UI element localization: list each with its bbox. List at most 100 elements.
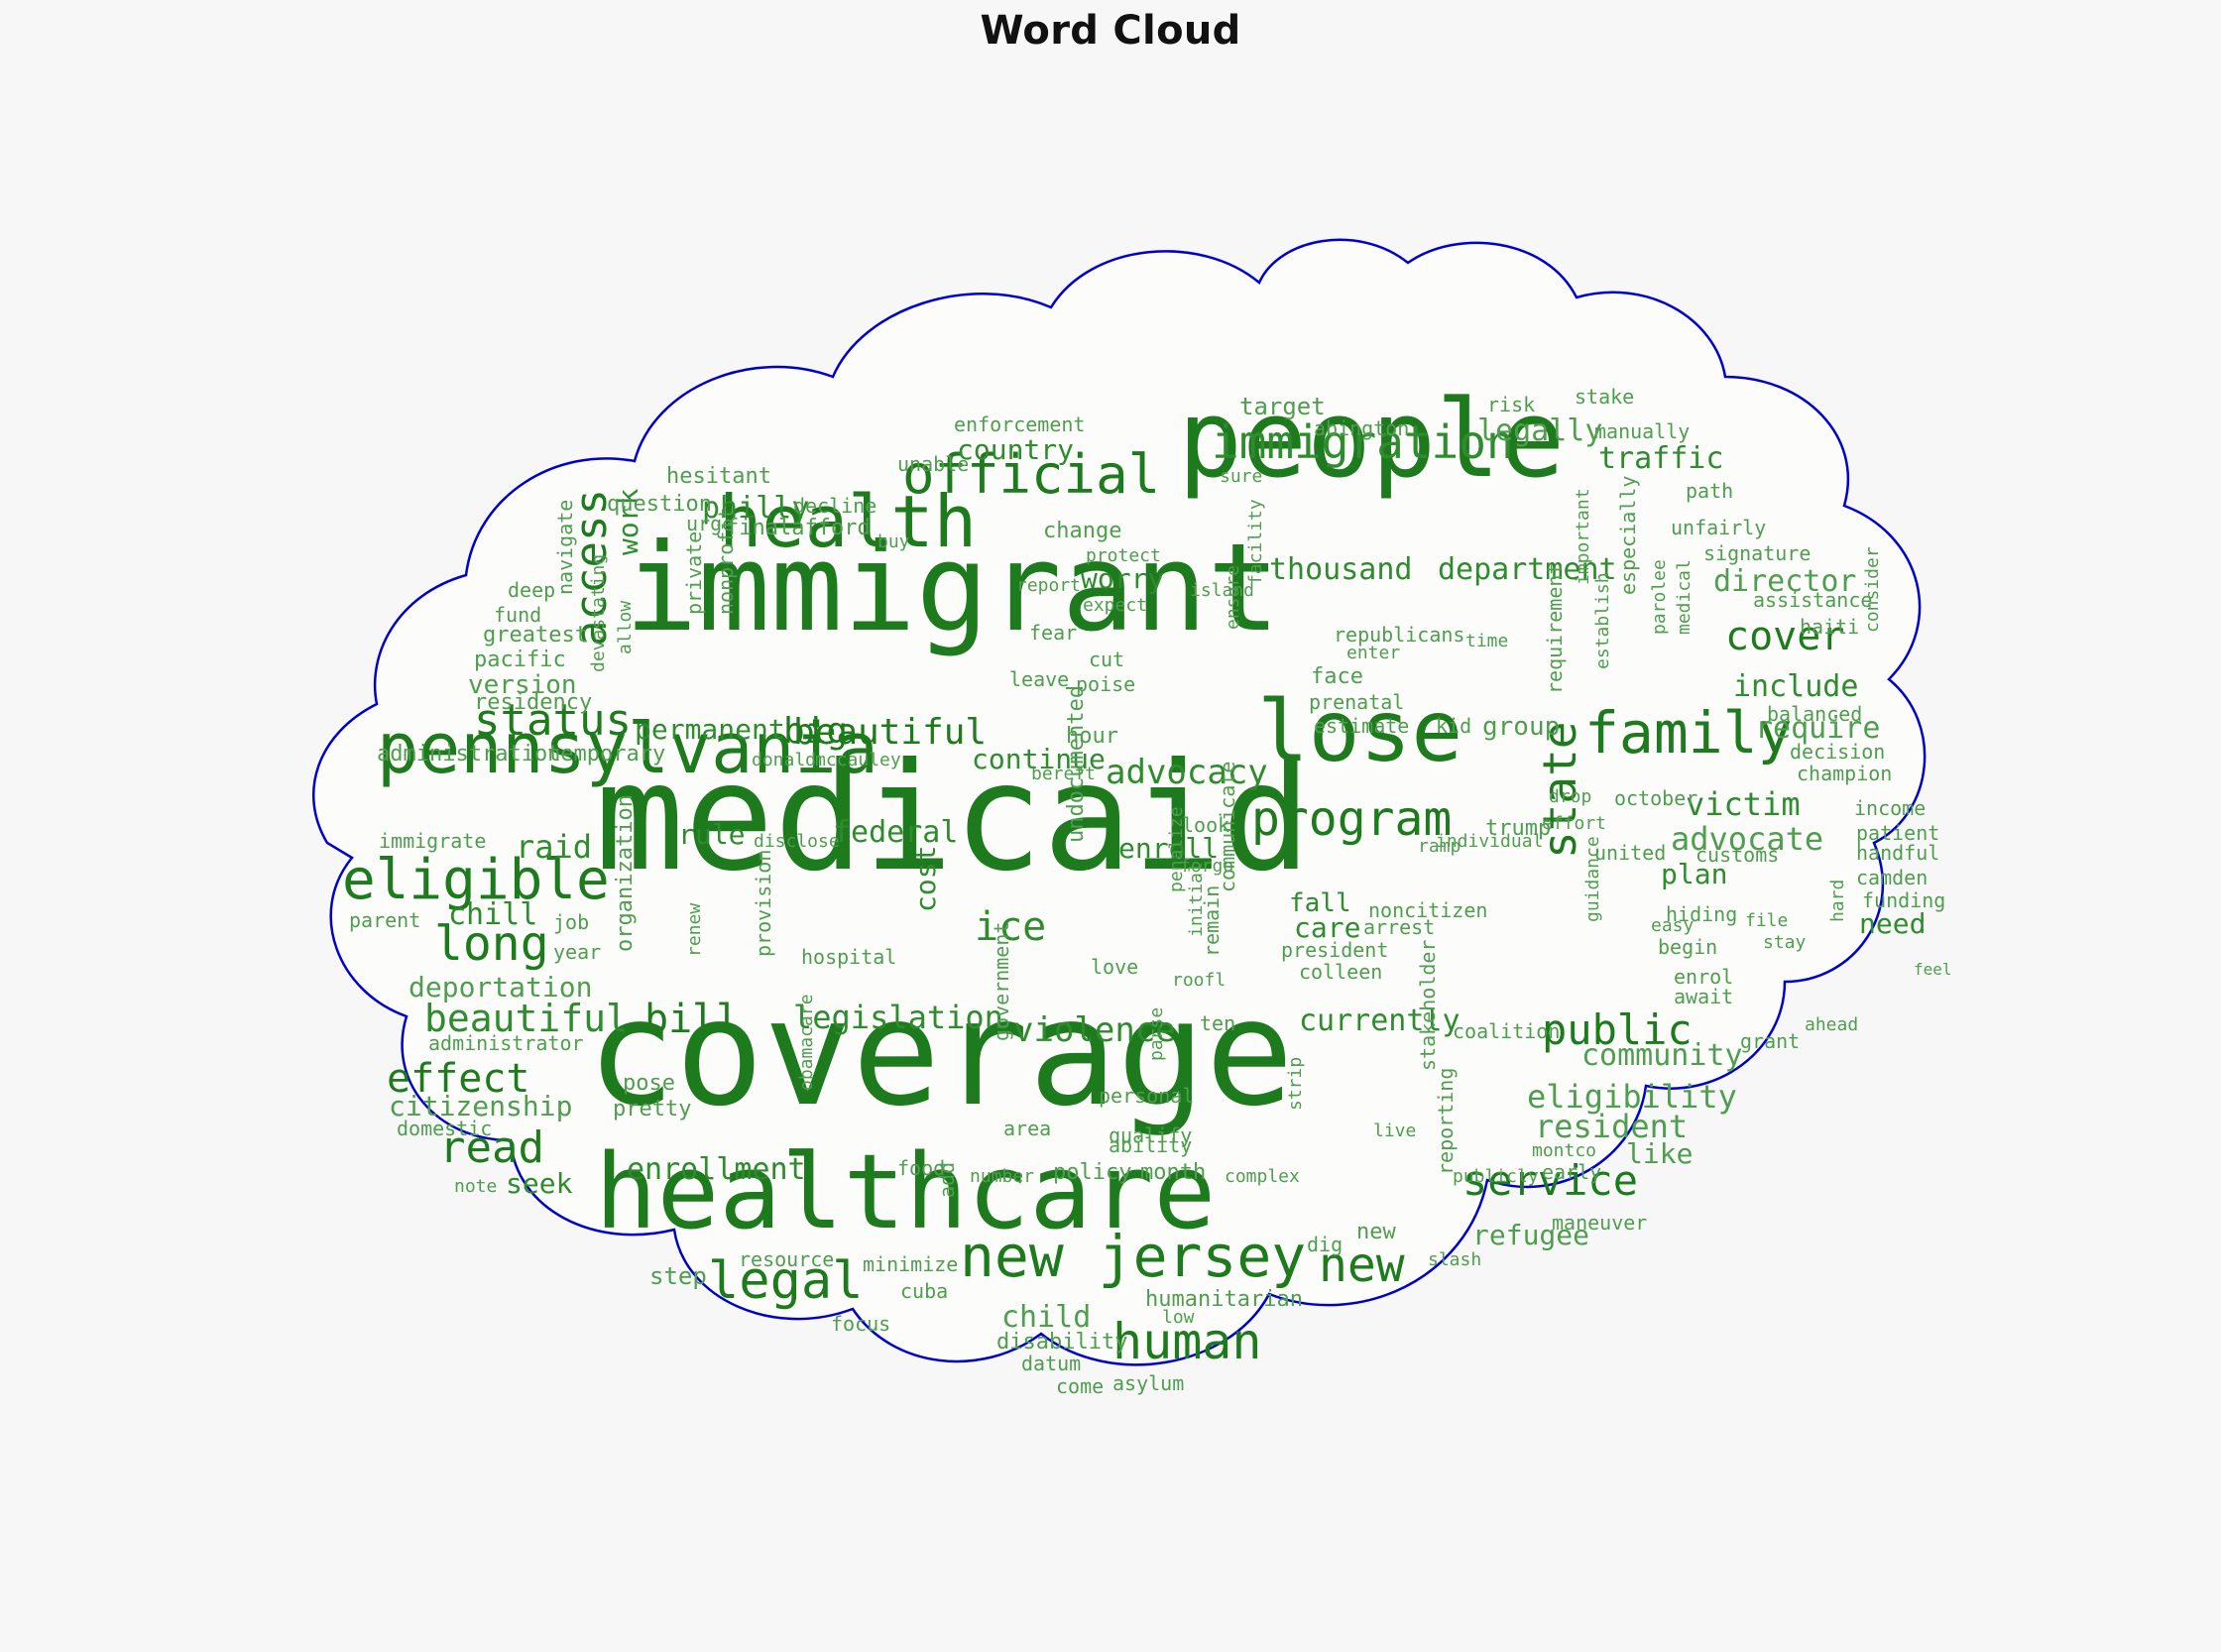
cloud-word: unable [897,452,970,476]
cloud-word: stake [1575,385,1635,409]
cloud-word: effect [387,1056,530,1102]
cloud-word: disclose [754,831,840,852]
cloud-word: human [1112,1313,1262,1370]
cloud-word: chill [448,897,538,932]
cloud-word: president [1281,938,1389,962]
cloud-word: facility [1245,499,1266,585]
cloud-word: effort [1542,813,1607,834]
cloud-word: fear [1029,621,1078,645]
cloud-word: low [1162,1307,1195,1328]
cloud-word: face [1311,664,1363,689]
cloud-word: status [474,695,632,746]
cloud-word: eligible [342,848,610,912]
cloud-word: private [682,531,706,615]
cloud-word: individual [1436,831,1544,852]
cloud-word: official [902,443,1161,506]
cloud-word: advocate [1671,820,1824,858]
cloud-word: enrollment [627,1152,806,1187]
cloud-word: stay [1763,932,1807,953]
cloud-word: greatest [483,623,588,648]
cloud-word: new [1319,1238,1405,1293]
cloud-word: noncitizen [1368,898,1488,922]
cloud-word: organization [613,794,638,952]
cloud-word: asylum [1112,1371,1185,1395]
cloud-word: bereft [1031,764,1097,784]
cloud-word: risk [1487,393,1536,416]
cloud-word: navigate [553,499,577,595]
cloud-word: note [454,1176,498,1197]
cloud-word: number [970,1166,1035,1187]
cloud-word: citizenship [389,1090,573,1122]
cloud-word: strip [1285,1056,1306,1111]
cloud-word: handful [1856,841,1940,865]
cloud-word: camden [1856,866,1929,889]
cloud-word: hour [1066,724,1118,749]
cloud-word: resource [739,1247,835,1271]
cloud-word: seek [506,1167,573,1200]
cloud-word: grant [1740,1029,1801,1053]
cloud-word: require [1755,711,1881,746]
cloud-word: victim [1686,785,1801,823]
cloud-word: slash [1428,1249,1482,1270]
cloud-word: forgo [1180,856,1234,877]
cloud-word: live [1373,1121,1417,1141]
cloud-word: disability [996,1330,1128,1355]
cloud-word: manually [1594,419,1691,443]
cloud-word: ability [1109,1133,1193,1157]
cloud-word: ramp [1418,836,1461,857]
cloud-word: care [1294,911,1361,944]
cloud-word: resident [1535,1108,1689,1145]
cloud-word: enforcement [954,413,1086,436]
cloud-word: lose [1257,682,1463,781]
cloud-word: question [607,492,712,517]
page-title: Word Cloud [980,8,1241,54]
cloud-word: easy [1651,915,1695,936]
cloud-word: hospital [801,945,897,969]
cloud-word: version [468,670,577,700]
cloud-word: domestic [397,1117,493,1140]
cloud-word: drop [1549,786,1592,807]
cloud-word: income [1854,796,1927,820]
cloud-word: fund [494,603,542,627]
cloud-word: legally [1477,413,1603,448]
cloud-word: enroll [1118,832,1220,865]
cloud-word: raid [516,828,593,866]
cloud-word: publicly [1453,1166,1539,1187]
cloud-word: decision [1790,740,1886,764]
cloud-word: estimate [1314,714,1410,738]
cloud-word: people [1178,378,1566,502]
cloud-word: community [1581,1038,1743,1073]
cloud-word: cost [909,845,942,912]
cloud-word: public [1542,1005,1693,1054]
cloud-word: colleen [1299,960,1383,984]
cloud-word: beautiful [424,997,629,1040]
cloud-word: assistance [1753,588,1873,612]
cloud-word: ensure [1223,564,1243,630]
cloud-word: government [990,921,1013,1041]
cloud-word: administrator [428,1031,584,1055]
cloud-word: haiti [1800,615,1860,639]
cloud-word: worry [1081,562,1165,595]
cloud-word: humanitarian [1145,1287,1303,1312]
cloud-word: deportation [409,971,593,1003]
cloud-word: legislation [793,999,1003,1036]
cloud-word: read [439,1122,544,1173]
cloud-word: minimize [863,1252,959,1276]
cloud-word: obamacare [796,994,817,1091]
cloud-word: ahead [1805,1014,1859,1035]
cloud-word: include [1733,669,1859,704]
cloud-word: big [783,711,849,752]
cloud-word: montco [1532,1140,1597,1161]
cloud-word: cut [1089,648,1125,671]
cloud-word: devastating [588,553,609,672]
cloud-word: mccauley [815,750,901,770]
cloud-word: love [1091,955,1139,979]
cloud-word: renew [684,902,705,957]
cloud-word: fall [1289,888,1351,918]
cloud-word: datum [1021,1352,1082,1375]
cloud-word: group [1482,712,1561,742]
cloud-word: year [553,940,602,964]
cloud-word: prenatal [1309,690,1405,714]
cloud-word: early [1542,1160,1602,1184]
cloud-word: philly [702,491,810,526]
